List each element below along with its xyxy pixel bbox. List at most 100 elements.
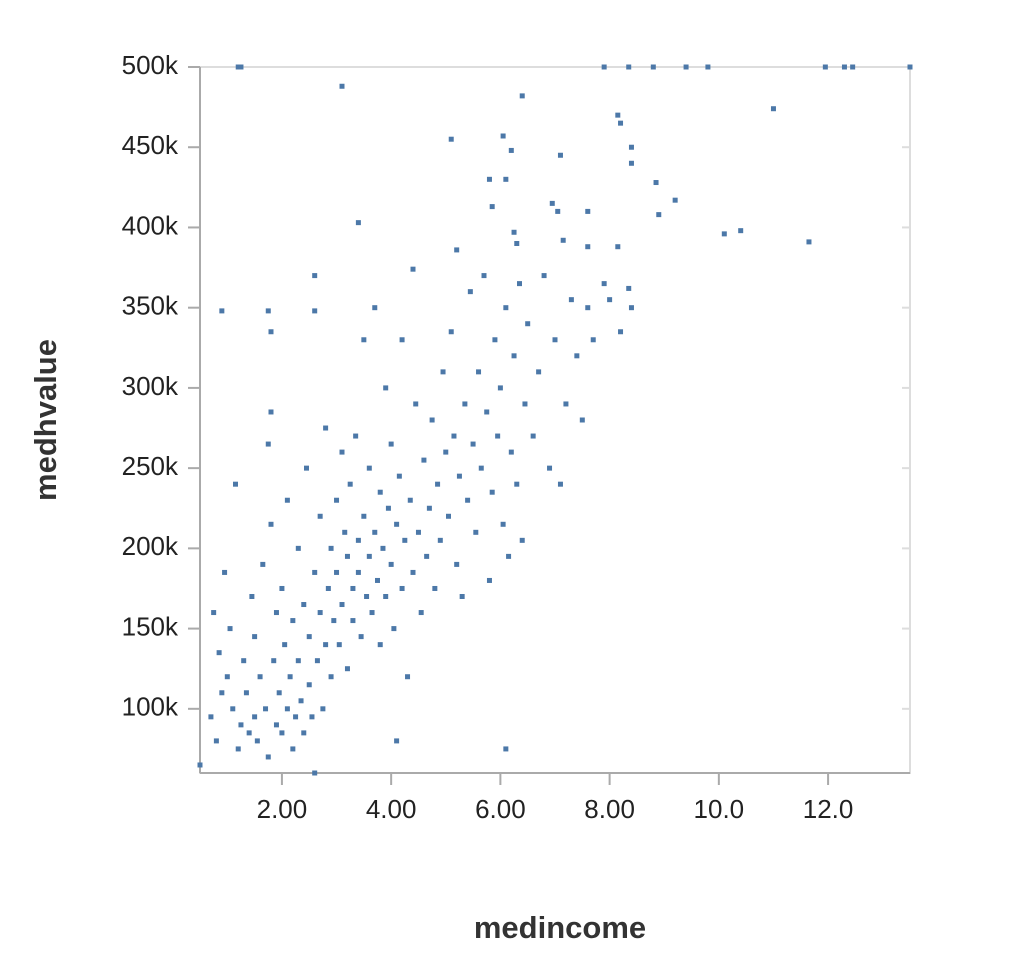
point — [402, 537, 408, 543]
point — [579, 417, 585, 423]
x-tick-label: 8.00 — [584, 794, 635, 824]
point — [555, 208, 561, 214]
point — [672, 197, 678, 203]
point — [653, 180, 659, 186]
point — [486, 176, 492, 182]
point — [260, 561, 266, 567]
point — [557, 481, 563, 487]
y-axis-title: medhvalue — [28, 339, 63, 501]
point — [615, 244, 621, 250]
point — [347, 481, 353, 487]
point — [486, 577, 492, 583]
point — [290, 618, 296, 624]
point — [459, 594, 465, 599]
point — [279, 585, 285, 591]
point — [235, 64, 241, 70]
point — [306, 682, 312, 688]
y-tick-label: 300k — [122, 371, 179, 401]
point — [770, 106, 776, 112]
point — [541, 273, 547, 279]
point — [243, 690, 249, 696]
point — [295, 545, 301, 551]
y-tick-label: 250k — [122, 451, 179, 481]
point — [257, 674, 263, 680]
point — [339, 83, 345, 89]
point — [413, 401, 419, 407]
y-tick-label: 400k — [122, 210, 179, 240]
point — [268, 521, 274, 527]
point — [465, 497, 471, 503]
point — [249, 594, 255, 599]
point — [383, 385, 389, 391]
y-tick-label: 100k — [122, 692, 179, 722]
point — [388, 441, 394, 447]
point — [522, 401, 528, 407]
point — [418, 610, 424, 616]
point — [628, 305, 634, 311]
point — [650, 64, 656, 70]
point — [437, 537, 443, 543]
x-tick-label: 2.00 — [257, 794, 308, 824]
y-tick-label: 500k — [122, 50, 179, 80]
point — [470, 441, 476, 447]
plot-frame — [199, 66, 911, 774]
point — [320, 706, 326, 712]
point — [462, 401, 468, 407]
point — [276, 690, 282, 696]
point — [339, 449, 345, 455]
point — [626, 64, 632, 70]
point — [448, 136, 454, 142]
point — [355, 537, 361, 543]
point — [301, 730, 307, 736]
point — [503, 305, 509, 311]
point — [339, 602, 345, 608]
point — [495, 433, 501, 439]
point — [246, 730, 252, 736]
point — [314, 658, 320, 664]
point — [519, 537, 525, 543]
point — [560, 237, 566, 243]
point — [705, 64, 711, 70]
point — [273, 610, 279, 616]
point — [585, 208, 591, 214]
point — [396, 473, 402, 479]
point — [443, 449, 449, 455]
point — [568, 297, 574, 303]
point — [372, 305, 378, 311]
point — [511, 353, 517, 359]
point — [208, 714, 214, 720]
point — [426, 505, 432, 511]
point — [334, 497, 340, 503]
point — [552, 337, 558, 343]
point — [601, 64, 607, 70]
point — [489, 204, 495, 210]
point — [284, 706, 290, 712]
point — [366, 553, 372, 559]
point — [388, 561, 394, 567]
point — [473, 529, 479, 535]
point — [503, 746, 509, 752]
point — [233, 481, 238, 487]
point — [451, 433, 457, 439]
point — [489, 489, 495, 495]
point — [312, 273, 318, 279]
point — [328, 674, 334, 680]
point — [197, 762, 203, 768]
x-tick-label: 10.0 — [694, 794, 745, 824]
point — [342, 529, 348, 535]
point — [331, 618, 337, 624]
point — [683, 64, 689, 70]
point — [626, 285, 632, 291]
point — [615, 112, 621, 118]
point — [500, 133, 506, 139]
point — [497, 385, 503, 391]
point — [301, 602, 307, 608]
point — [353, 433, 359, 439]
point — [467, 289, 473, 295]
point — [350, 618, 356, 624]
point — [514, 241, 520, 246]
point — [656, 212, 662, 218]
point — [235, 746, 241, 752]
point — [394, 738, 400, 744]
